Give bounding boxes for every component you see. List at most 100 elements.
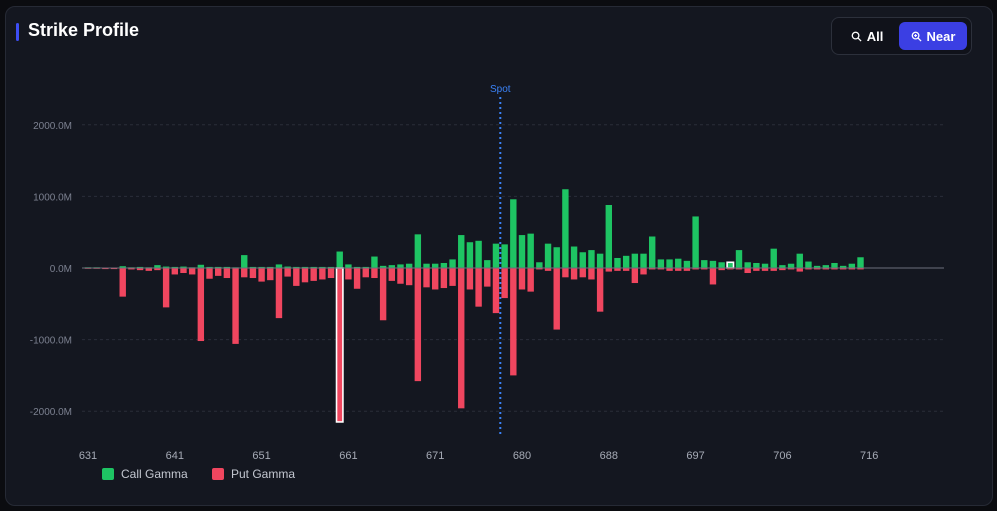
put-gamma-bar xyxy=(822,268,829,270)
put-gamma-bar xyxy=(154,268,161,271)
all-button-label: All xyxy=(866,28,884,44)
put-gamma-bar xyxy=(649,268,656,270)
put-gamma-swatch xyxy=(212,468,224,480)
call-gamma-bar xyxy=(466,242,474,268)
call-gamma-bar xyxy=(857,257,864,268)
spot-label: Spot xyxy=(490,84,511,95)
put-gamma-bar xyxy=(353,268,361,289)
call-gamma-bar xyxy=(683,260,691,268)
call-gamma-bar xyxy=(180,266,187,268)
put-gamma-bar xyxy=(388,268,395,281)
x-tick-label: 641 xyxy=(166,450,184,462)
call-gamma-bar xyxy=(388,265,395,268)
put-gamma-bar xyxy=(831,268,838,270)
call-gamma-bar xyxy=(267,266,274,268)
put-gamma-bar xyxy=(848,268,856,270)
call-gamma-bar xyxy=(440,262,448,268)
call-gamma-bar xyxy=(631,253,639,268)
x-tick-label: 661 xyxy=(339,450,357,462)
call-gamma-bar xyxy=(839,265,847,268)
call-gamma-bar xyxy=(726,261,735,269)
legend-label-call-gamma: Call Gamma xyxy=(121,467,188,481)
put-gamma-bar xyxy=(466,268,474,290)
put-gamma-bar xyxy=(423,268,430,288)
call-gamma-bar xyxy=(805,261,812,268)
call-gamma-bar xyxy=(588,250,595,268)
put-gamma-bar xyxy=(102,268,109,270)
call-gamma-bar xyxy=(718,262,725,268)
put-gamma-bar xyxy=(145,268,152,271)
call-gamma-bar xyxy=(622,255,630,268)
put-gamma-bar xyxy=(796,268,803,272)
put-gamma-bar xyxy=(180,268,187,274)
call-gamma-bar xyxy=(640,253,647,268)
put-gamma-bar xyxy=(727,268,734,270)
put-gamma-bar xyxy=(171,268,178,275)
x-tick-label: 680 xyxy=(513,450,531,462)
put-gamma-bar xyxy=(284,268,291,277)
call-gamma-bar xyxy=(831,262,838,268)
put-gamma-bar xyxy=(735,268,743,270)
put-gamma-bar xyxy=(544,268,552,271)
call-gamma-bar xyxy=(432,263,439,268)
put-gamma-bar xyxy=(813,268,821,270)
call-gamma-bar xyxy=(284,266,291,268)
put-gamma-bar xyxy=(622,268,630,271)
put-gamma-bar xyxy=(432,268,439,290)
put-gamma-bar xyxy=(327,268,335,279)
call-gamma-bar xyxy=(414,234,422,268)
put-gamma-bar xyxy=(744,268,751,274)
all-button[interactable]: All xyxy=(838,22,896,50)
call-gamma-swatch xyxy=(102,468,114,480)
x-tick-label: 697 xyxy=(686,450,704,462)
title-accent-bar xyxy=(16,23,19,41)
call-gamma-bar xyxy=(544,243,552,268)
call-gamma-bar xyxy=(327,266,335,268)
put-gamma-bar xyxy=(718,268,725,271)
call-gamma-bar xyxy=(336,251,343,268)
x-tick-label: 671 xyxy=(426,450,444,462)
near-button-label: Near xyxy=(926,28,956,44)
put-gamma-bar xyxy=(310,268,317,281)
x-tick-label: 706 xyxy=(773,450,791,462)
legend-item-put-gamma[interactable]: Put Gamma xyxy=(212,467,295,481)
near-button[interactable]: Near xyxy=(899,22,967,50)
call-gamma-bar xyxy=(649,236,656,268)
put-gamma-bar xyxy=(857,268,864,270)
call-gamma-bar xyxy=(735,250,743,268)
call-gamma-bar xyxy=(796,253,803,268)
put-gamma-bar xyxy=(570,268,578,280)
call-gamma-bar xyxy=(562,189,569,268)
put-gamma-bar xyxy=(449,268,456,286)
call-gamma-bar xyxy=(215,266,222,268)
legend-item-call-gamma[interactable]: Call Gamma xyxy=(102,467,188,481)
put-gamma-bar xyxy=(397,268,404,284)
call-gamma-bar xyxy=(579,252,586,268)
put-gamma-bar xyxy=(527,268,534,292)
put-gamma-bar xyxy=(458,268,465,409)
put-gamma-bar xyxy=(249,268,257,279)
put-gamma-bar xyxy=(596,268,604,312)
put-gamma-bar xyxy=(631,268,639,284)
put-gamma-bar xyxy=(319,268,326,280)
put-gamma-bar xyxy=(162,268,170,308)
call-gamma-bar xyxy=(761,263,769,268)
x-tick-label: 688 xyxy=(600,450,618,462)
put-gamma-bar xyxy=(484,268,491,287)
put-gamma-bar xyxy=(335,267,344,423)
put-gamma-bar xyxy=(805,268,812,270)
put-gamma-bar xyxy=(188,268,196,275)
zoom-icon xyxy=(851,31,862,42)
call-gamma-bar xyxy=(744,262,751,268)
put-gamma-bar xyxy=(371,268,378,279)
call-gamma-bar xyxy=(319,266,326,268)
call-gamma-bar xyxy=(527,233,534,268)
put-gamma-bar xyxy=(787,268,795,270)
put-gamma-bar xyxy=(119,268,126,297)
call-gamma-bar xyxy=(197,264,205,268)
call-gamma-bar xyxy=(848,263,856,268)
put-gamma-bar xyxy=(379,268,387,321)
call-gamma-bar xyxy=(753,262,760,268)
y-tick-label: 0.0M xyxy=(50,264,72,275)
zoom-icon xyxy=(911,31,922,42)
